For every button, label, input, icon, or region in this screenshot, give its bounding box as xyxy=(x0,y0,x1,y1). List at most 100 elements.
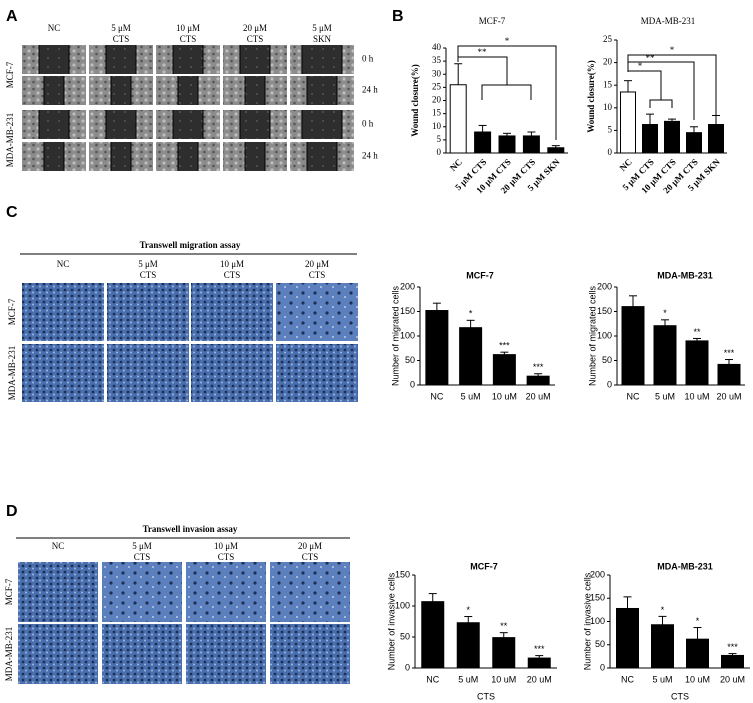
bar xyxy=(686,638,709,669)
x-tick-label: NC xyxy=(430,391,443,401)
time-label: 0 h xyxy=(362,54,374,64)
x-axis-label: CTS xyxy=(671,691,689,701)
wound-gap xyxy=(39,110,69,139)
wound-gap xyxy=(302,110,342,139)
x-tick-label: 20 uM xyxy=(527,674,552,684)
bar xyxy=(456,622,480,669)
significance-label: ** xyxy=(500,621,508,631)
micrograph xyxy=(186,624,266,684)
column-header: 5 μM xyxy=(312,23,332,33)
y-tick-label: 20 xyxy=(432,95,442,105)
wound-gap xyxy=(245,142,265,171)
significance-label: ** xyxy=(646,53,656,63)
significance-bracket xyxy=(627,61,695,120)
y-axis-label: Number of migrated cells xyxy=(390,285,400,386)
x-tick-label: 10 uM xyxy=(491,674,516,684)
column-header: NC xyxy=(57,259,70,269)
y-tick-label: 150 xyxy=(590,593,605,603)
significance-label: * xyxy=(505,36,510,46)
column-header: 5 μM xyxy=(138,259,158,269)
y-tick-label: 150 xyxy=(400,306,415,316)
x-tick-label: 5 uM xyxy=(655,391,675,401)
bar xyxy=(492,354,516,386)
y-tick-label: 0 xyxy=(607,379,612,389)
bar xyxy=(547,147,565,154)
y-tick-label: 35 xyxy=(432,55,442,65)
micrograph xyxy=(186,562,266,622)
y-axis-label: Wound closure(%) xyxy=(410,64,420,137)
chart-title: MCF-7 xyxy=(466,270,494,280)
bar xyxy=(522,135,540,154)
wound-gap xyxy=(111,142,131,171)
time-label: 0 h xyxy=(362,119,374,129)
panel-label: C xyxy=(6,204,18,221)
micrograph xyxy=(22,283,104,341)
panel-label: D xyxy=(6,503,18,520)
y-tick-label: 0 xyxy=(600,662,605,672)
row-label: MDA-MB-231 xyxy=(4,627,14,682)
wound-gap xyxy=(106,45,136,74)
y-tick-label: 40 xyxy=(432,42,442,52)
bar xyxy=(717,363,741,386)
bar xyxy=(492,637,516,669)
micrograph xyxy=(191,283,273,341)
bar xyxy=(620,91,636,154)
bar xyxy=(421,601,445,669)
micrograph xyxy=(102,624,182,684)
y-tick-label: 50 xyxy=(602,355,612,365)
significance-label: * xyxy=(670,45,675,55)
y-tick-label: 30 xyxy=(432,68,442,78)
column-header: SKN xyxy=(313,34,332,44)
chart-title: MCF-7 xyxy=(470,561,498,571)
x-tick-label: 20 uM xyxy=(720,674,745,684)
column-header: 20 μM xyxy=(298,541,322,551)
x-tick-label: 5 uM xyxy=(461,391,481,401)
bar xyxy=(449,84,467,154)
y-tick-label: 200 xyxy=(597,281,612,291)
y-tick-label: 150 xyxy=(597,306,612,316)
wound-gap xyxy=(44,142,64,171)
panel-label: B xyxy=(392,8,404,25)
y-axis-label: Wound closure(%) xyxy=(586,60,596,133)
time-label: 24 h xyxy=(362,85,378,95)
micrograph xyxy=(18,624,98,684)
bar xyxy=(425,310,449,386)
y-tick-label: 0 xyxy=(437,147,442,157)
y-tick-label: 25 xyxy=(603,34,613,44)
wound-gap xyxy=(44,76,64,105)
micrograph xyxy=(107,283,189,341)
micrograph xyxy=(102,562,182,622)
x-tick-label: NC xyxy=(621,674,634,684)
wound-gap xyxy=(173,110,203,139)
y-tick-label: 100 xyxy=(400,330,415,340)
significance-bracket xyxy=(457,45,557,140)
panel-label: A xyxy=(6,8,18,25)
bar xyxy=(653,325,677,386)
y-tick-label: 0 xyxy=(608,147,613,157)
significance-label: * xyxy=(638,61,643,71)
bar xyxy=(651,624,674,669)
row-label: MDA-MB-231 xyxy=(5,113,15,168)
bar xyxy=(642,124,658,154)
column-header: 5 μM xyxy=(111,23,131,33)
significance-bracket xyxy=(481,84,532,100)
column-header: CTS xyxy=(140,270,157,280)
column-header: 10 μM xyxy=(176,23,200,33)
significance-bracket xyxy=(457,56,508,85)
column-header: 10 μM xyxy=(220,259,244,269)
bar xyxy=(664,120,680,154)
x-tick-label: 20 uM xyxy=(526,391,551,401)
y-tick-label: 50 xyxy=(400,631,410,641)
y-tick-label: 50 xyxy=(405,355,415,365)
y-axis-label: Number of migrated cells xyxy=(587,285,597,386)
significance-label: * xyxy=(469,309,473,319)
column-header: CTS xyxy=(247,34,264,44)
y-tick-label: 200 xyxy=(590,569,605,579)
chart-title: MDA-MB-231 xyxy=(657,561,713,571)
y-axis-label: Number of invasive cells xyxy=(582,572,592,670)
x-tick-label: NC xyxy=(448,157,464,173)
wound-gap xyxy=(245,76,265,105)
chart-title: MDA-MB-231 xyxy=(657,270,713,280)
y-tick-label: 10 xyxy=(603,102,613,112)
